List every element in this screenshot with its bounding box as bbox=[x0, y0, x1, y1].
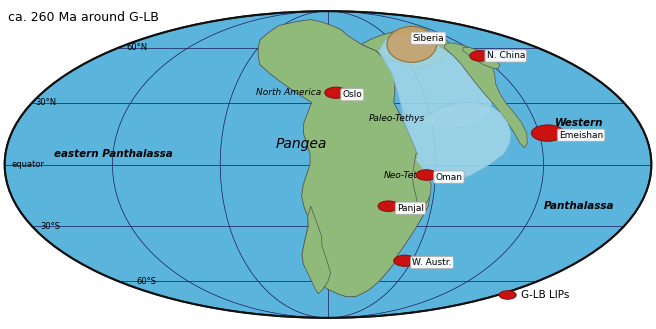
Circle shape bbox=[531, 125, 564, 141]
Text: W. Austr.: W. Austr. bbox=[412, 258, 452, 267]
Text: eastern Panthalassa: eastern Panthalassa bbox=[54, 149, 173, 159]
Text: Panjal: Panjal bbox=[397, 204, 424, 213]
Text: Oslo: Oslo bbox=[342, 90, 362, 99]
Text: G-LB LIPs: G-LB LIPs bbox=[521, 290, 569, 300]
Polygon shape bbox=[463, 48, 500, 68]
Polygon shape bbox=[379, 35, 492, 127]
Ellipse shape bbox=[387, 26, 437, 62]
Text: Neo-Tethys: Neo-Tethys bbox=[384, 170, 434, 180]
Text: Panthalassa: Panthalassa bbox=[543, 201, 614, 211]
Polygon shape bbox=[401, 103, 511, 181]
Ellipse shape bbox=[5, 11, 651, 318]
Text: Pangea: Pangea bbox=[276, 137, 327, 151]
Text: Siberia: Siberia bbox=[413, 34, 444, 43]
Polygon shape bbox=[412, 154, 431, 210]
Polygon shape bbox=[258, 19, 430, 297]
Circle shape bbox=[378, 201, 399, 212]
Text: Western: Western bbox=[554, 118, 603, 128]
Text: North America: North America bbox=[256, 88, 321, 97]
Text: ca. 260 Ma around G-LB: ca. 260 Ma around G-LB bbox=[8, 11, 159, 24]
Text: equator: equator bbox=[11, 160, 44, 169]
Text: Emeishan: Emeishan bbox=[559, 131, 604, 140]
Text: 60°N: 60°N bbox=[127, 43, 148, 52]
Text: Paleo-Tethys: Paleo-Tethys bbox=[369, 114, 424, 123]
Text: 60°S: 60°S bbox=[136, 277, 156, 286]
Circle shape bbox=[499, 291, 516, 299]
Circle shape bbox=[470, 51, 491, 61]
Text: 30°N: 30°N bbox=[35, 98, 57, 107]
Text: Oman: Oman bbox=[436, 173, 462, 182]
Text: 30°S: 30°S bbox=[40, 222, 60, 231]
Polygon shape bbox=[361, 28, 450, 68]
Text: N. China: N. China bbox=[487, 51, 525, 61]
Ellipse shape bbox=[5, 11, 651, 318]
Polygon shape bbox=[302, 206, 331, 294]
Circle shape bbox=[394, 255, 416, 266]
Polygon shape bbox=[444, 43, 527, 148]
Circle shape bbox=[325, 87, 347, 98]
Circle shape bbox=[416, 170, 437, 180]
